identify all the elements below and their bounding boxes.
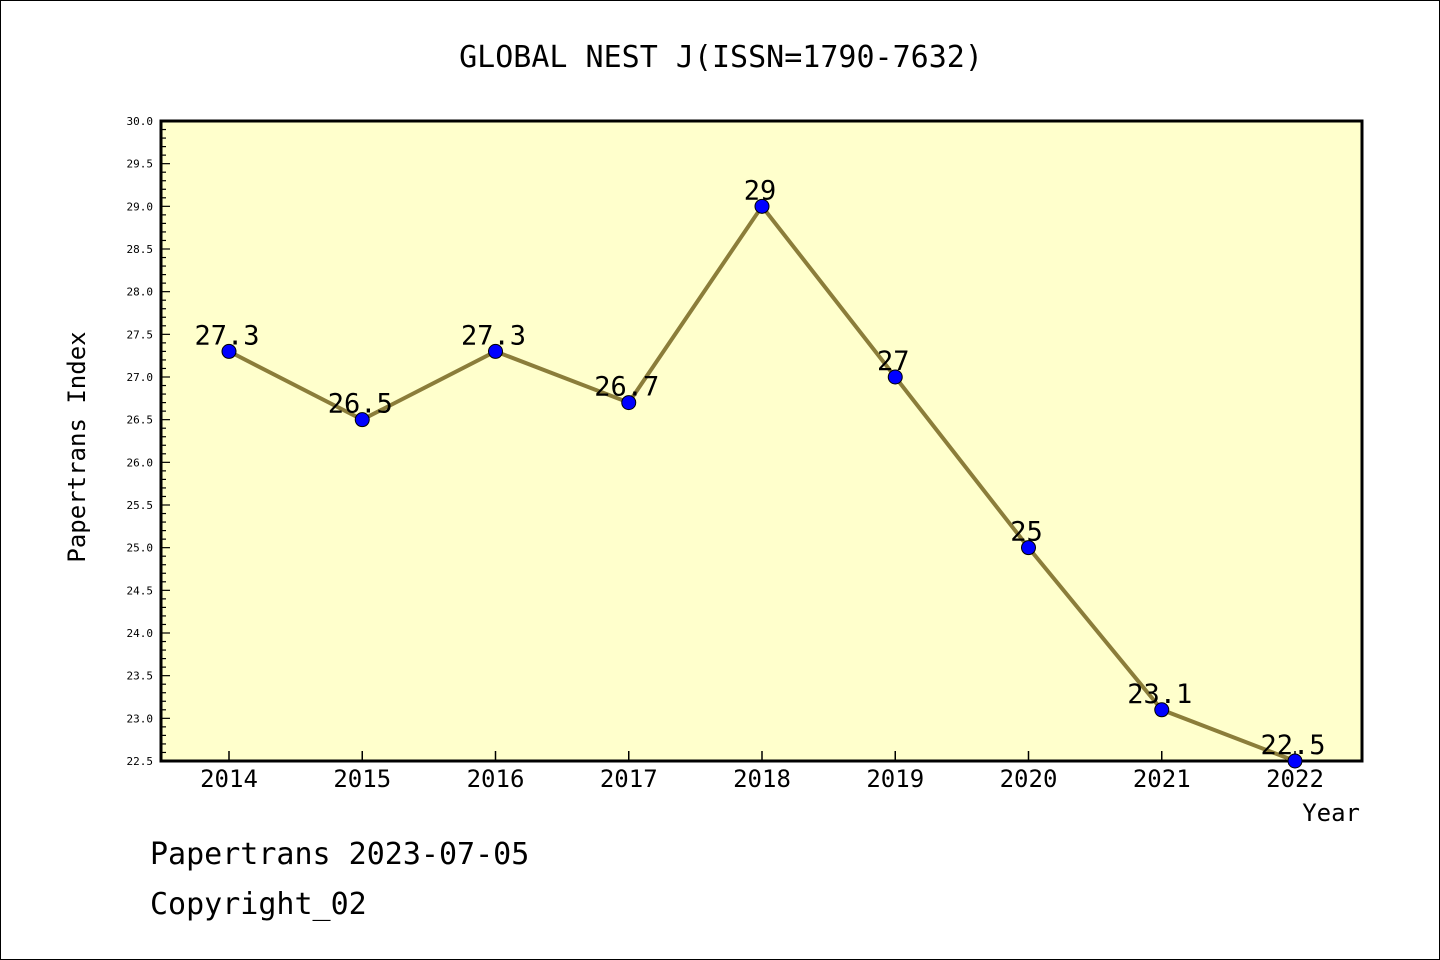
x-tick-label: 2014: [200, 765, 258, 793]
y-tick-label: 26.5: [127, 414, 154, 427]
x-tick-label: 2022: [1266, 765, 1324, 793]
data-label: 26.7: [594, 372, 659, 403]
footer-copyright: Copyright_02: [150, 887, 367, 922]
data-point: [221, 343, 237, 359]
data-point: [621, 395, 637, 411]
y-tick-label: 27.0: [127, 371, 154, 384]
y-tick-label: 23.0: [127, 712, 154, 725]
y-tick-label: 23.5: [127, 670, 154, 683]
x-tick-label: 2016: [467, 765, 525, 793]
x-tick-label: 2018: [733, 765, 791, 793]
y-tick-label: 29.0: [127, 200, 154, 213]
data-labels: 27.3 26.5 27.3 26.7 29 27 25 23.1 22.5: [194, 175, 1325, 761]
data-label: 22.5: [1260, 730, 1325, 761]
y-tick-label: 24.0: [127, 627, 154, 640]
x-axis-label: Year: [1302, 799, 1360, 827]
y-axis-ticks: [161, 120, 170, 762]
x-tick-label: 2021: [1133, 765, 1191, 793]
data-label: 25: [1010, 517, 1043, 548]
y-axis-tick-labels: 22.5 23.0 23.5 24.0 24.5 25.0 25.5 26.0 26.5 27.0…: [127, 115, 154, 768]
y-tick-label: 27.5: [127, 328, 154, 341]
y-tick-label: 28.5: [127, 243, 154, 256]
y-tick-label: 25.5: [127, 499, 154, 512]
data-point: [1154, 702, 1170, 718]
y-tick-label: 30.0: [127, 115, 154, 128]
plot-area: [159, 119, 1364, 763]
data-label: 23.1: [1127, 679, 1192, 710]
y-tick-label: 24.5: [127, 584, 154, 597]
x-tick-label: 2019: [866, 765, 924, 793]
data-label: 26.5: [328, 389, 393, 420]
data-point: [488, 343, 503, 359]
data-points: [221, 198, 1303, 769]
footer-date: Papertrans 2023-07-05: [150, 837, 530, 872]
y-tick-label: 28.0: [127, 286, 154, 299]
data-label: 27.3: [461, 320, 526, 351]
data-point: [1021, 540, 1036, 556]
x-tick-label: 2015: [333, 765, 391, 793]
data-point: [887, 369, 903, 385]
y-axis-label: Papertrans Index: [63, 331, 91, 562]
data-label: 27: [877, 346, 910, 377]
y-tick-label: 26.0: [127, 456, 154, 469]
x-tick-label: 2017: [600, 765, 658, 793]
data-point: [1287, 753, 1303, 769]
data-label: 29: [744, 175, 777, 206]
y-tick-label: 29.5: [127, 158, 154, 171]
y-tick-label: 22.5: [127, 755, 154, 768]
x-axis-tick-labels: 2014 2015 2016 2017 2018 2019 2020 2021 2022: [200, 765, 1324, 793]
x-tick-label: 2020: [1000, 765, 1058, 793]
y-tick-label: 25.0: [127, 542, 154, 555]
data-point: [354, 412, 370, 428]
data-label: 27.3: [194, 320, 259, 351]
chart-title: GLOBAL NEST J(ISSN=1790-7632): [459, 40, 983, 75]
data-point: [754, 198, 770, 214]
